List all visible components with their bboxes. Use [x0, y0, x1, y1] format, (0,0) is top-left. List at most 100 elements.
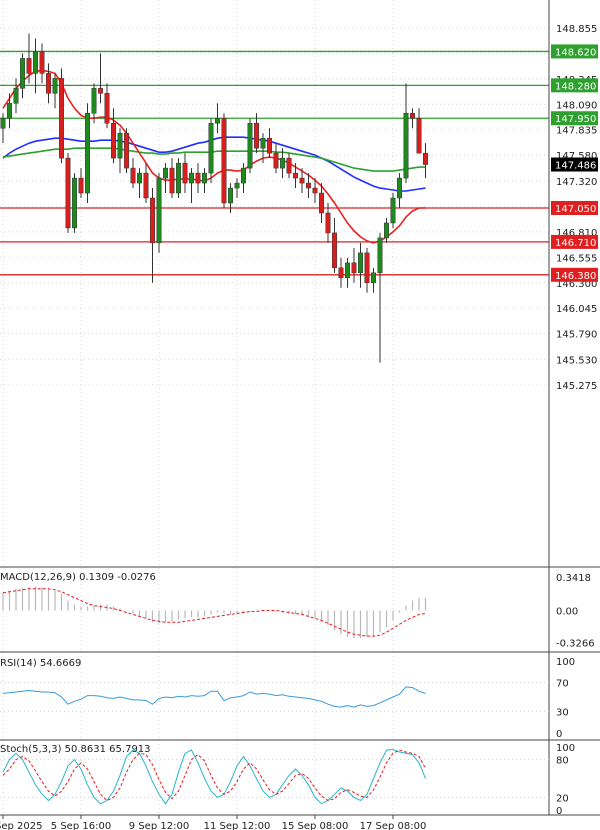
price-tick-label: 148.090 [556, 100, 597, 111]
stoch-d-line [2, 749, 426, 802]
macd-tick-label: -0.3266 [556, 639, 595, 650]
candle-body [98, 88, 103, 94]
rsi-tick-label: 30 [556, 707, 569, 718]
rsi-line [2, 686, 426, 708]
time-tick-label: 5 Sep 16:00 [51, 821, 111, 830]
level-label: 148.620 [555, 47, 596, 58]
candle-body [306, 182, 311, 189]
candle-body [345, 262, 350, 279]
time-axis: Sep 2025 5 Sep 16:00 9 Sep 12:00 11 Sep 12:… [0, 815, 426, 830]
candle-body [143, 172, 149, 199]
level-badge [551, 44, 598, 59]
candle-body [332, 232, 337, 269]
level-badge [551, 78, 598, 93]
candle-body [169, 167, 175, 194]
price-tick-label: 148.855 [556, 24, 597, 35]
candle-body [0, 117, 6, 129]
price-tick-label: 146.300 [556, 279, 597, 290]
candle-body [52, 78, 58, 94]
candle-body [65, 157, 71, 229]
moving-average-line [2, 147, 426, 172]
candle-body [13, 88, 19, 104]
candle-body [319, 192, 324, 214]
candle-body [228, 187, 233, 204]
macd-tick-label: 0.00 [556, 607, 578, 618]
level-badge [551, 200, 598, 215]
candle-body [293, 172, 298, 179]
price-tick-label: 145.790 [556, 330, 597, 341]
candle-body [202, 172, 207, 184]
candle-body [130, 167, 136, 184]
price-tick-label: 146.045 [556, 304, 597, 315]
candle-body [384, 222, 389, 239]
macd-label: MACD(12,26,9) 0.1309 -0.0276 [0, 572, 156, 583]
stoch-tick-label: 0 [556, 806, 562, 817]
time-tick-label: Sep 2025 [0, 821, 42, 830]
candle-body [85, 113, 90, 194]
time-tick-label: 11 Sep 12:00 [204, 821, 271, 830]
candle-body [124, 132, 129, 169]
rsi-label: RSI(14) 54.6669 [0, 658, 81, 669]
candle-body [195, 172, 201, 184]
candle-body [390, 197, 396, 224]
candle-body [26, 58, 32, 74]
stoch-label: Stoch(5,3,3) 50.8631 65.7913 [0, 744, 151, 755]
candle-body [72, 177, 77, 229]
stoch-tick-label: 20 [556, 793, 569, 804]
level-badge [551, 111, 598, 126]
candle-body [416, 117, 422, 154]
level-badge [551, 267, 598, 282]
candle-body [111, 122, 116, 159]
macd-panel: MACD(12,26,9) 0.1309 -0.0276 0.3418 0.00 -0… [0, 572, 595, 650]
level-label: 147.950 [555, 114, 596, 125]
candle-body [234, 182, 240, 189]
candle-body [260, 137, 266, 149]
level-badge [551, 234, 598, 249]
stoch-tick-label: 80 [556, 756, 569, 767]
candle-body [241, 167, 246, 184]
candle-body [104, 93, 110, 124]
rsi-panel: RSI(14) 54.6669 100 70 30 0 [0, 657, 575, 740]
candle-body [364, 252, 370, 284]
level-label: 148.280 [555, 81, 596, 92]
candle-body [189, 172, 194, 184]
time-tick-label: 9 Sep 12:00 [129, 821, 189, 830]
price-tick-label: 146.810 [556, 228, 597, 239]
price-tick-label: 147.835 [556, 126, 597, 137]
stoch-k-line [2, 748, 426, 805]
chart-grid [0, 0, 549, 815]
price-tick-label: 145.530 [556, 356, 597, 367]
candle-body [78, 177, 84, 194]
price-tick-label: 146.555 [556, 253, 597, 264]
time-tick-label: 15 Sep 08:00 [282, 821, 349, 830]
candle-body [59, 78, 64, 159]
candle-body [397, 177, 402, 199]
candle-body [221, 117, 227, 204]
candle-body [371, 272, 376, 284]
candle-body [423, 152, 428, 165]
level-label: 146.710 [555, 238, 596, 249]
level-label: 146.380 [555, 271, 596, 282]
candle-body [33, 51, 38, 74]
candle-body [299, 177, 305, 184]
candle-body [163, 167, 168, 179]
price-tick-label: 147.320 [556, 177, 597, 188]
candle-body [39, 51, 45, 74]
candle-body [273, 152, 279, 169]
candle-body [46, 73, 51, 94]
moving-average-line [2, 136, 426, 192]
candle-body [182, 162, 188, 184]
candle-body [156, 177, 162, 244]
candle-body [247, 122, 253, 169]
time-tick-label: 17 Sep 08:00 [360, 821, 427, 830]
price-tick-label: 147.580 [556, 151, 597, 162]
candle-body [267, 137, 272, 154]
candle-body [7, 103, 12, 119]
rsi-tick-label: 100 [556, 657, 575, 668]
candle-body [150, 197, 155, 244]
candle-body [176, 162, 181, 194]
candle-body [403, 113, 409, 179]
rsi-tick-label: 70 [556, 679, 569, 690]
